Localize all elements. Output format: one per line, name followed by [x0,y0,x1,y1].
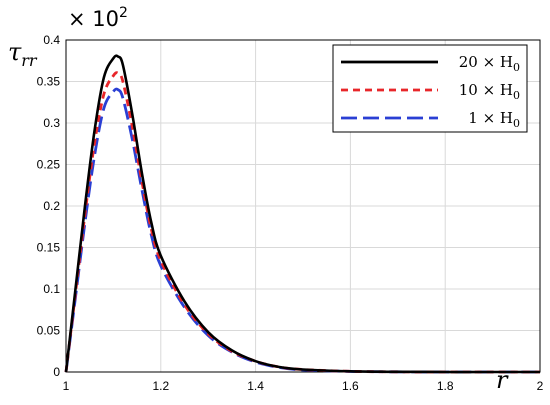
x-tick-label: 1.8 [437,379,454,393]
legend-label: 1 × H0 [468,109,520,130]
y-tick-label: 0.3 [43,116,60,130]
x-axis-label: r [496,366,509,394]
x-tick-label: 1.4 [247,379,264,393]
x-tick-labels: 1 1.2 1.4 1.6 1.8 2 [63,379,544,393]
x-tick-label: 1.2 [152,379,169,393]
y-tick-label: 0.4 [43,33,60,47]
legend-label: 10 × H0 [459,81,520,102]
x-tick-label: 1 [63,379,70,393]
x-tick-label: 1.6 [342,379,359,393]
y-tick-label: 0.15 [37,241,61,255]
y-tick-label: 0.25 [37,158,61,172]
series-line-1 [64,54,540,374]
y-axis-label: τrr [8,38,38,70]
y-multiplier: × 102 [68,5,128,31]
y-tick-label: 0 [53,365,60,379]
y-tick-label: 0.35 [37,75,61,89]
legend-label: 20 × H0 [459,53,520,74]
plot-frame [65,39,541,373]
y-tick-label: 0.2 [43,199,60,213]
y-tick-labels: 0 0.05 0.1 0.15 0.2 0.25 0.3 0.35 0.4 [37,33,61,379]
x-tick-label: 2 [537,379,544,393]
legend: 20 × H0 10 × H0 1 × H0 [332,44,528,133]
y-tick-label: 0.05 [37,324,61,338]
y-tick-label: 0.1 [43,282,60,296]
series-lines [64,54,540,374]
